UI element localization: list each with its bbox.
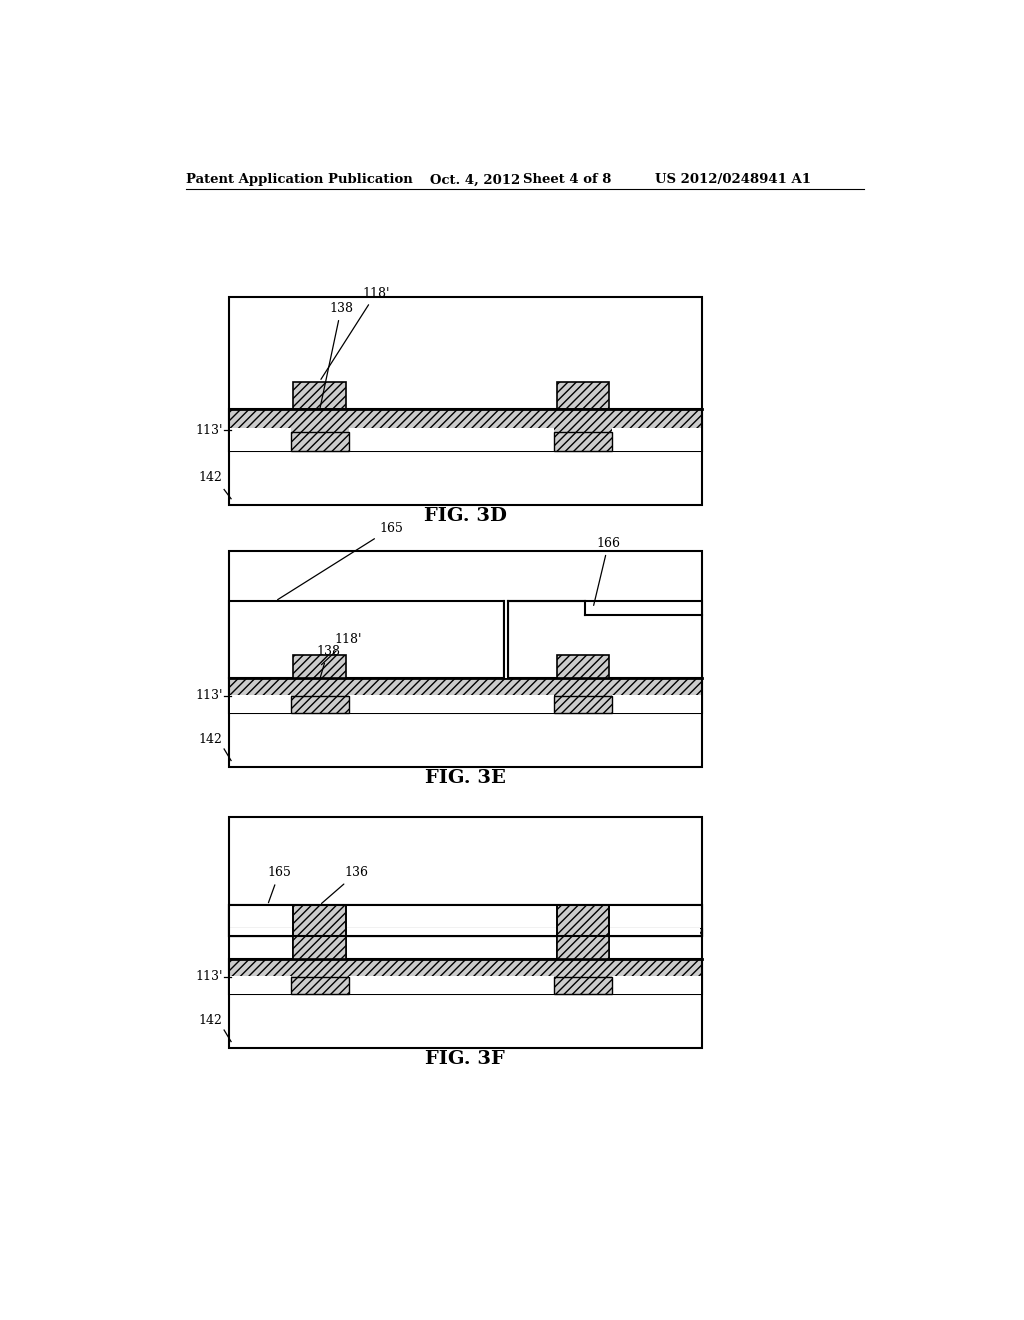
Bar — [554, 432, 612, 451]
Bar — [229, 977, 291, 994]
Bar — [228, 960, 701, 994]
Text: 118': 118' — [322, 634, 361, 665]
Bar — [228, 297, 701, 506]
Bar — [609, 906, 700, 936]
Bar — [557, 906, 609, 960]
Bar — [293, 906, 346, 960]
Bar — [293, 936, 346, 960]
Text: 136: 136 — [322, 866, 369, 903]
Bar — [291, 696, 349, 713]
Bar — [228, 409, 701, 451]
Bar — [554, 696, 612, 713]
Bar — [612, 428, 700, 451]
Bar — [346, 906, 557, 936]
Bar — [349, 977, 554, 994]
Bar — [557, 936, 609, 960]
Bar — [557, 655, 609, 678]
Bar — [229, 906, 293, 936]
Bar — [612, 696, 700, 713]
Text: 165: 165 — [278, 521, 403, 599]
Text: 142: 142 — [199, 1014, 222, 1027]
Bar — [346, 928, 556, 936]
Text: FIG. 3D: FIG. 3D — [424, 507, 507, 525]
Bar — [508, 601, 701, 678]
Bar — [612, 977, 700, 994]
Bar — [228, 906, 701, 936]
Bar — [291, 977, 349, 994]
Text: Oct. 4, 2012: Oct. 4, 2012 — [430, 173, 520, 186]
Bar — [229, 428, 291, 451]
Bar — [349, 428, 554, 451]
Bar — [228, 552, 701, 767]
Text: 142: 142 — [199, 471, 222, 484]
Bar — [228, 906, 701, 936]
Text: 142: 142 — [199, 733, 222, 746]
Text: 118': 118' — [321, 286, 390, 379]
Bar — [610, 928, 700, 936]
Text: FIG. 3F: FIG. 3F — [425, 1051, 505, 1068]
Bar — [229, 928, 292, 936]
Text: 113': 113' — [195, 689, 222, 702]
Text: 138: 138 — [321, 302, 353, 408]
Bar — [228, 601, 504, 678]
Bar — [228, 817, 701, 1048]
Text: FIG. 3E: FIG. 3E — [425, 770, 506, 787]
Bar — [557, 381, 609, 409]
Bar — [293, 655, 346, 678]
Bar — [293, 381, 346, 409]
Bar — [228, 928, 701, 936]
Bar — [349, 696, 554, 713]
Text: Sheet 4 of 8: Sheet 4 of 8 — [523, 173, 611, 186]
Text: Patent Application Publication: Patent Application Publication — [186, 173, 413, 186]
Bar — [291, 432, 349, 451]
Bar — [504, 601, 508, 678]
Bar — [228, 678, 701, 713]
Text: 113': 113' — [195, 970, 222, 983]
Bar — [554, 977, 612, 994]
Text: US 2012/0248941 A1: US 2012/0248941 A1 — [655, 173, 811, 186]
Bar — [229, 696, 291, 713]
Bar — [557, 655, 609, 678]
Bar — [293, 655, 346, 678]
Text: 138: 138 — [316, 644, 340, 677]
Text: 113': 113' — [195, 424, 222, 437]
Text: 166: 166 — [594, 537, 621, 606]
Text: 165: 165 — [267, 866, 291, 903]
